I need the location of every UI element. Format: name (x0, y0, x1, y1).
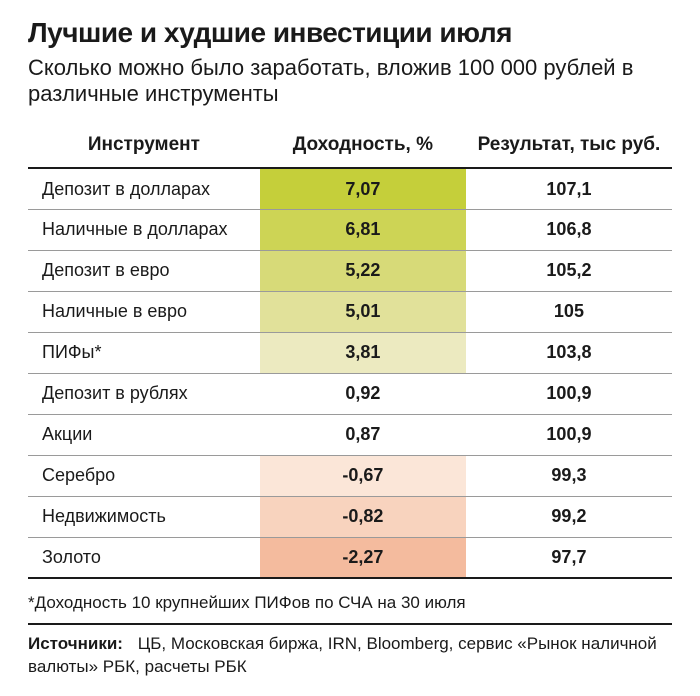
cell-yield: 5,01 (260, 291, 466, 332)
yield-value: -0,67 (342, 465, 383, 485)
page-title: Лучшие и худшие инвестиции июля (28, 18, 672, 49)
col-instrument: Инструмент (28, 124, 260, 169)
col-result: Результат, тыс руб. (466, 124, 672, 169)
yield-value: -2,27 (342, 547, 383, 567)
cell-yield: 0,92 (260, 373, 466, 414)
cell-instrument: Депозит в евро (28, 250, 260, 291)
cell-result: 106,8 (466, 209, 672, 250)
cell-yield: 3,81 (260, 332, 466, 373)
cell-result: 105 (466, 291, 672, 332)
table-row: Депозит в евро 5,22 105,2 (28, 250, 672, 291)
yield-value: 3,81 (345, 342, 380, 362)
sources-text: ЦБ, Московская биржа, IRN, Bloomberg, се… (28, 634, 657, 675)
yield-value: 7,07 (345, 179, 380, 199)
table-row: Серебро -0,67 99,3 (28, 455, 672, 496)
cell-yield: 0,87 (260, 414, 466, 455)
yield-value: 5,01 (345, 301, 380, 321)
yield-value: -0,82 (342, 506, 383, 526)
yield-value: 0,87 (345, 424, 380, 444)
cell-result: 107,1 (466, 168, 672, 209)
cell-yield: -0,82 (260, 496, 466, 537)
footnote: *Доходность 10 крупнейших ПИФов по СЧА н… (28, 593, 672, 613)
page-subtitle: Сколько можно было заработать, вложив 10… (28, 55, 672, 108)
cell-yield: 6,81 (260, 209, 466, 250)
cell-yield: -0,67 (260, 455, 466, 496)
yield-value: 0,92 (345, 383, 380, 403)
cell-instrument: Депозит в рублях (28, 373, 260, 414)
table-row: Наличные в долларах 6,81 106,8 (28, 209, 672, 250)
sources-block: Источники: ЦБ, Московская биржа, IRN, Bl… (28, 623, 672, 677)
cell-instrument: Наличные в евро (28, 291, 260, 332)
col-yield: Доходность, % (260, 124, 466, 169)
table-row: Недвижимость -0,82 99,2 (28, 496, 672, 537)
table-header-row: Инструмент Доходность, % Результат, тыс … (28, 124, 672, 169)
cell-result: 97,7 (466, 537, 672, 578)
cell-result: 105,2 (466, 250, 672, 291)
yield-value: 5,22 (345, 260, 380, 280)
cell-result: 99,3 (466, 455, 672, 496)
cell-instrument: Наличные в долларах (28, 209, 260, 250)
cell-yield: 7,07 (260, 168, 466, 209)
yield-value: 6,81 (345, 219, 380, 239)
cell-instrument: ПИФы* (28, 332, 260, 373)
cell-yield: 5,22 (260, 250, 466, 291)
cell-instrument: Депозит в долларах (28, 168, 260, 209)
cell-instrument: Недвижимость (28, 496, 260, 537)
sources-label: Источники: (28, 634, 123, 653)
table-row: Депозит в рублях 0,92 100,9 (28, 373, 672, 414)
cell-instrument: Серебро (28, 455, 260, 496)
cell-result: 100,9 (466, 414, 672, 455)
cell-instrument: Золото (28, 537, 260, 578)
cell-instrument: Акции (28, 414, 260, 455)
cell-result: 100,9 (466, 373, 672, 414)
table-row: ПИФы* 3,81 103,8 (28, 332, 672, 373)
cell-result: 99,2 (466, 496, 672, 537)
table-row: Золото -2,27 97,7 (28, 537, 672, 578)
cell-result: 103,8 (466, 332, 672, 373)
investments-table: Инструмент Доходность, % Результат, тыс … (28, 124, 672, 580)
table-row: Депозит в долларах 7,07 107,1 (28, 168, 672, 209)
table-row: Акции 0,87 100,9 (28, 414, 672, 455)
table-row: Наличные в евро 5,01 105 (28, 291, 672, 332)
cell-yield: -2,27 (260, 537, 466, 578)
